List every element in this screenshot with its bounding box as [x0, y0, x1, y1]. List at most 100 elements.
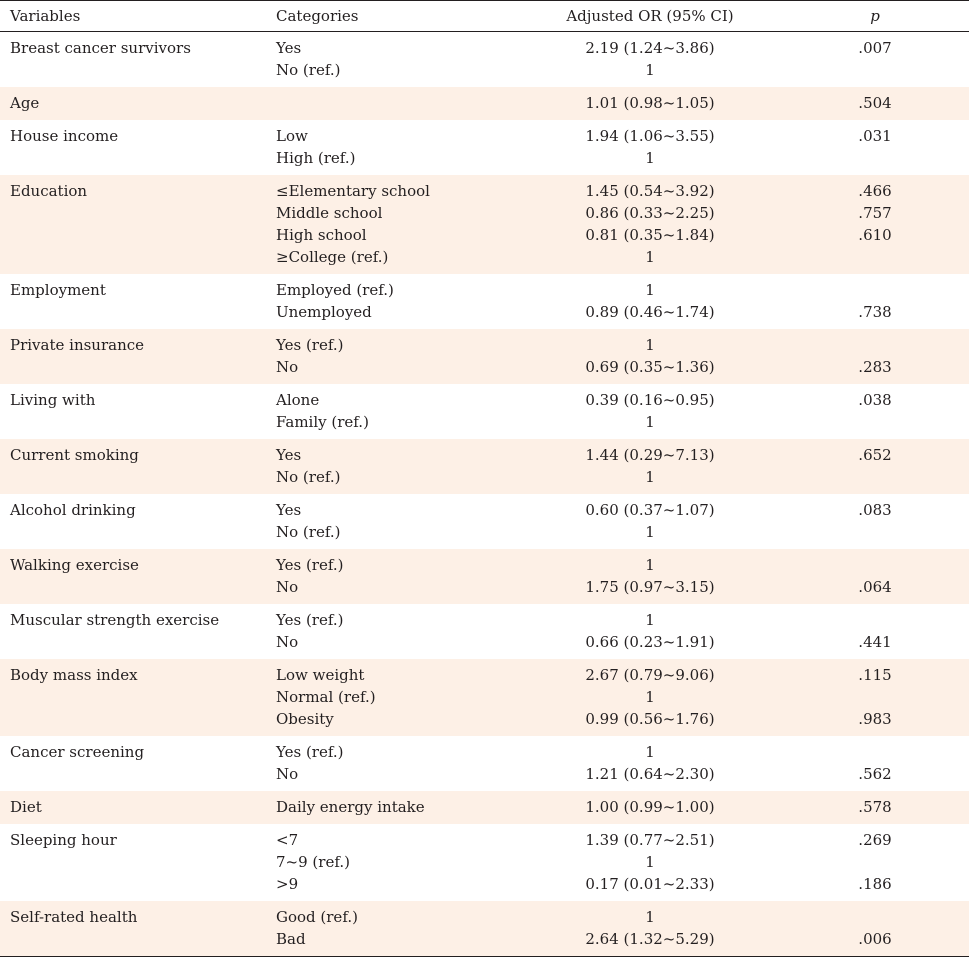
cell-p-value: .983 [858, 710, 892, 728]
cell-adjusted-or: 1 [645, 468, 655, 486]
cell-category: Bad [276, 930, 306, 948]
table-row: Cancer screening Yes (ref.) 1 [0, 741, 969, 763]
table-row-group: Body mass index Low weight 2.67 (0.79~9.06… [0, 659, 969, 736]
cell-adjusted-or: 1.44 (0.29~7.13) [585, 446, 715, 464]
cell-adjusted-or: 0.81 (0.35~1.84) [585, 226, 715, 244]
table-header: Variables Categories Adjusted OR (95% CI… [0, 0, 969, 32]
cell-variable: House income [10, 127, 119, 145]
cell-category: Employed (ref.) [276, 281, 394, 299]
cell-category: High school [276, 226, 367, 244]
cell-adjusted-or: 1.39 (0.77~2.51) [585, 831, 715, 849]
table-row: Body mass index Low weight 2.67 (0.79~9.06… [0, 664, 969, 686]
table-row: 7~9 (ref.) 1 [0, 851, 969, 873]
table-row: Walking exercise Yes (ref.) 1 [0, 554, 969, 576]
cell-category: No (ref.) [276, 61, 341, 79]
table-row: Current smoking Yes 1.44 (0.29~7.13) .652 [0, 444, 969, 466]
cell-p-value: .562 [858, 765, 892, 783]
cell-category: 7~9 (ref.) [276, 853, 350, 871]
cell-variable: Cancer screening [10, 743, 145, 761]
table-row: High (ref.) 1 [0, 147, 969, 169]
cell-variable: Employment [10, 281, 106, 299]
cell-category: Obesity [276, 710, 334, 728]
cell-adjusted-or: 1 [645, 248, 655, 266]
table-row: Breast cancer survivors Yes 2.19 (1.24~3.8… [0, 37, 969, 59]
cell-category: Yes (ref.) [276, 743, 344, 761]
cell-category: No [276, 578, 299, 596]
cell-adjusted-or: 0.66 (0.23~1.91) [585, 633, 715, 651]
cell-p-value: .064 [858, 578, 892, 596]
cell-adjusted-or: 2.67 (0.79~9.06) [585, 666, 715, 684]
table-body: Breast cancer survivors Yes 2.19 (1.24~3.8… [0, 32, 969, 957]
table-row: Muscular strength exercise Yes (ref.) 1 [0, 609, 969, 631]
table-row-group: Breast cancer survivors Yes 2.19 (1.24~3.8… [0, 32, 969, 87]
cell-variable: Self-rated health [10, 908, 138, 926]
cell-variable: Education [10, 182, 88, 200]
cell-category: Good (ref.) [276, 908, 358, 926]
cell-category: Family (ref.) [276, 413, 369, 431]
table-row: No 1.21 (0.64~2.30) .562 [0, 763, 969, 785]
cell-category: No (ref.) [276, 468, 341, 486]
cell-category: Alone [276, 391, 320, 409]
table-row: Normal (ref.) 1 [0, 686, 969, 708]
table-row-group: Self-rated health Good (ref.) 1 Bad 2.64 (1.… [0, 901, 969, 957]
cell-category: No (ref.) [276, 523, 341, 541]
table-row: Age 1.01 (0.98~1.05) .504 [0, 92, 969, 114]
cell-adjusted-or: 1 [645, 688, 655, 706]
cell-p-value: .115 [858, 666, 892, 684]
cell-adjusted-or: 1 [645, 149, 655, 167]
header-p-value: p [870, 7, 880, 25]
cell-adjusted-or: 0.69 (0.35~1.36) [585, 358, 715, 376]
cell-adjusted-or: 1 [645, 743, 655, 761]
table-row: Sleeping hour <7 1.39 (0.77~2.51) .269 [0, 829, 969, 851]
cell-p-value: .504 [858, 94, 892, 112]
cell-adjusted-or: 1.75 (0.97~3.15) [585, 578, 715, 596]
table-row: >9 0.17 (0.01~2.33) .186 [0, 873, 969, 895]
cell-adjusted-or: 1 [645, 556, 655, 574]
cell-variable: Diet [10, 798, 42, 816]
cell-adjusted-or: 2.64 (1.32~5.29) [585, 930, 715, 948]
cell-adjusted-or: 0.60 (0.37~1.07) [585, 501, 715, 519]
cell-adjusted-or: 1 [645, 336, 655, 354]
table-row-group: Private insurance Yes (ref.) 1 No 0.69 (0.35… [0, 329, 969, 384]
cell-category: Yes [276, 39, 302, 57]
table-row: High school 0.81 (0.35~1.84) .610 [0, 224, 969, 246]
table-row-group: Muscular strength exercise Yes (ref.) 1 No 0… [0, 604, 969, 659]
cell-category: Unemployed [276, 303, 372, 321]
cell-p-value: .038 [858, 391, 892, 409]
table-row: Bad 2.64 (1.32~5.29) .006 [0, 928, 969, 950]
table-row: No 0.66 (0.23~1.91) .441 [0, 631, 969, 653]
cell-p-value: .269 [858, 831, 892, 849]
cell-adjusted-or: 0.89 (0.46~1.74) [585, 303, 715, 321]
table-row: No 0.69 (0.35~1.36) .283 [0, 356, 969, 378]
cell-p-value: .466 [858, 182, 892, 200]
table-row-group: Diet Daily energy intake 1.00 (0.99~1.00).… [0, 791, 969, 824]
cell-p-value: .283 [858, 358, 892, 376]
cell-adjusted-or: 1.94 (1.06~3.55) [585, 127, 715, 145]
cell-category: Low [276, 127, 308, 145]
cell-adjusted-or: 1 [645, 61, 655, 79]
table-row: No (ref.) 1 [0, 521, 969, 543]
table-row-group: Education ≤Elementary school 1.45 (0.54~3.… [0, 175, 969, 274]
table-row: No (ref.) 1 [0, 59, 969, 81]
cell-p-value: .083 [858, 501, 892, 519]
cell-p-value: .738 [858, 303, 892, 321]
cell-category: No [276, 633, 299, 651]
cell-variable: Living with [10, 391, 96, 409]
cell-variable: Walking exercise [10, 556, 139, 574]
cell-category: Daily energy intake [276, 798, 425, 816]
cell-adjusted-or: 1 [645, 908, 655, 926]
cell-adjusted-or: 1.01 (0.98~1.05) [585, 94, 715, 112]
cell-variable: Private insurance [10, 336, 145, 354]
cell-category: No [276, 358, 299, 376]
cell-variable: Muscular strength exercise [10, 611, 220, 629]
table-row: No 1.75 (0.97~3.15) .064 [0, 576, 969, 598]
cell-p-value: .578 [858, 798, 892, 816]
table-row: Alcohol drinking Yes 0.60 (0.37~1.07) .083 [0, 499, 969, 521]
cell-adjusted-or: 0.99 (0.56~1.76) [585, 710, 715, 728]
cell-adjusted-or: 1 [645, 281, 655, 299]
cell-category: <7 [276, 831, 299, 849]
cell-category: High (ref.) [276, 149, 356, 167]
table-row-group: Employment Employed (ref.) 1 Unemployed 0.89… [0, 274, 969, 329]
table-row-group: Walking exercise Yes (ref.) 1 No 1.75 (0.97~… [0, 549, 969, 604]
cell-adjusted-or: 0.39 (0.16~0.95) [585, 391, 715, 409]
